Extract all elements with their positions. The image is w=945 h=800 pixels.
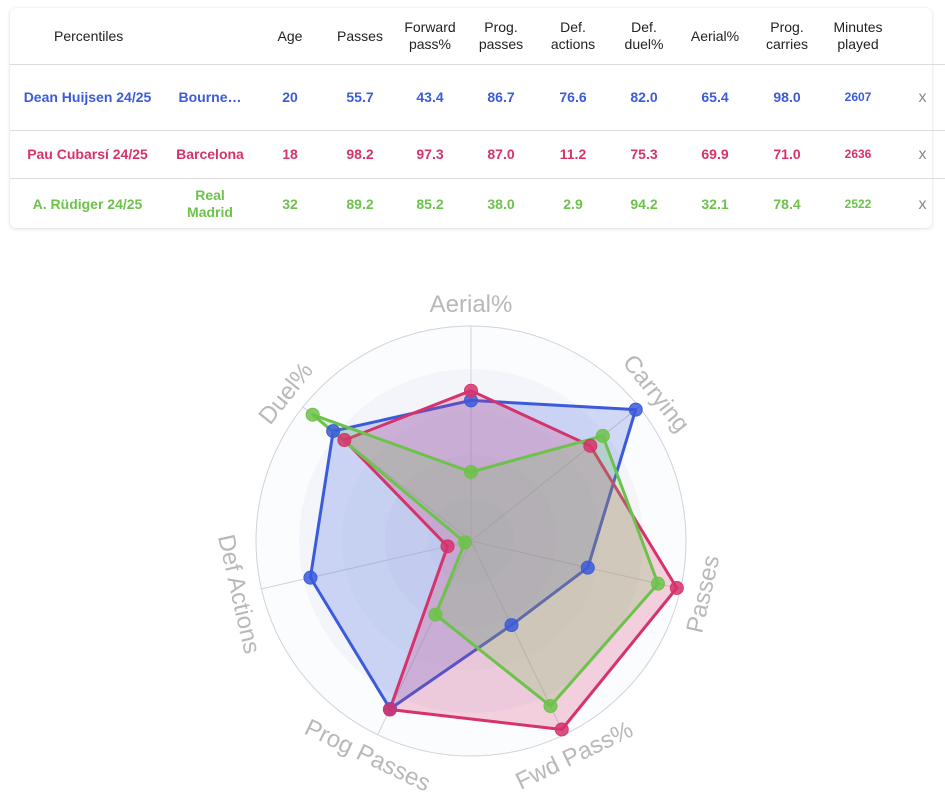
team-name[interactable]: Bourne…: [165, 64, 255, 131]
data-point-2-5: [457, 535, 472, 550]
data-point-2-6: [305, 407, 320, 422]
passes-value: 98.2: [325, 130, 395, 179]
header-aerial[interactable]: Aerial%: [690, 27, 740, 44]
age-value: 20: [255, 64, 325, 131]
data-point-0-1: [628, 402, 643, 417]
prog-passes-value: 86.7: [465, 64, 537, 131]
table-row: Pau Cubarsí 24/25 Barcelona 18 98.2 97.3 87.0…: [10, 130, 945, 179]
minutes-played-value: 2636: [823, 130, 893, 179]
age-value: 32: [255, 178, 325, 229]
header-def-duel[interactable]: Def. duel%: [624, 19, 664, 52]
data-point-1-2: [669, 580, 684, 595]
prog-passes-value: 87.0: [465, 130, 537, 179]
data-point-0-6: [326, 424, 341, 439]
header-def-actions[interactable]: Def. actions: [550, 19, 596, 52]
data-point-2-1: [595, 428, 610, 443]
prog-passes-value: 38.0: [465, 178, 537, 229]
header-percentiles: Percentiles: [54, 27, 124, 44]
def-duel-value: 82.0: [609, 64, 679, 131]
forward-pass-value: 85.2: [395, 178, 465, 229]
comparison-table-card: Percentiles Age Passes Forward pass% Prog…: [10, 8, 945, 229]
data-point-2-4: [428, 607, 443, 622]
age-value: 18: [255, 130, 325, 179]
prog-carries-value: 78.4: [751, 178, 823, 229]
series-area-1: [342, 389, 679, 731]
data-point-1-4: [382, 702, 397, 717]
axis-label: Passes: [681, 553, 725, 636]
player-name[interactable]: Dean Huijsen 24/25: [10, 64, 165, 131]
series-area-0: [308, 398, 638, 711]
header-prog-carries[interactable]: Prog. carries: [765, 19, 808, 52]
def-actions-value: 2.9: [537, 178, 609, 229]
def-actions-value: 76.6: [537, 64, 609, 131]
remove-player-button[interactable]: x: [893, 130, 945, 179]
data-point-1-0: [464, 383, 478, 398]
table-row: Dean Huijsen 24/25 Bourne… 20 55.7 43.4 86.7 7…: [10, 64, 945, 131]
header-team: [165, 8, 255, 65]
radar-spoke: [261, 540, 472, 590]
prog-carries-value: 98.0: [751, 64, 823, 131]
header-prog-passes[interactable]: Prog. passes: [478, 19, 524, 52]
forward-pass-value: 43.4: [395, 64, 465, 131]
def-duel-value: 75.3: [609, 130, 679, 179]
minutes-played-value: 2522: [823, 178, 893, 229]
def-duel-value: 94.2: [609, 178, 679, 229]
radar-spoke: [470, 540, 681, 590]
aerial-value: 32.1: [679, 178, 751, 229]
team-name[interactable]: Real Madrid: [165, 178, 255, 229]
data-point-2-3: [543, 699, 558, 714]
table-header-row: Percentiles Age Passes Forward pass% Prog…: [10, 8, 945, 65]
def-actions-value: 11.2: [537, 130, 609, 179]
prog-carries-value: 71.0: [751, 130, 823, 179]
team-name[interactable]: Barcelona: [165, 130, 255, 179]
passes-value: 89.2: [325, 178, 395, 229]
header-remove: [893, 8, 945, 65]
header-passes[interactable]: Passes: [337, 27, 383, 44]
data-point-1-3: [554, 722, 569, 737]
radar-spoke: [470, 406, 640, 542]
remove-player-button[interactable]: x: [893, 64, 945, 131]
data-point-1-5: [440, 539, 455, 554]
data-point-1-6: [337, 433, 352, 448]
table-row: A. Rüdiger 24/25 Real Madrid 32 89.2 85.2 38.0…: [10, 178, 945, 229]
axis-label: Aerial%: [430, 291, 513, 318]
minutes-played-value: 2607: [823, 64, 893, 131]
passes-value: 55.7: [325, 64, 395, 131]
data-point-0-3: [504, 618, 519, 633]
data-point-0-5: [303, 570, 318, 585]
forward-pass-value: 97.3: [395, 130, 465, 179]
header-minutes-played[interactable]: Minutes played: [833, 19, 883, 52]
player-name[interactable]: Pau Cubarsí 24/25: [10, 130, 165, 179]
header-age[interactable]: Age: [277, 27, 303, 44]
comparison-table: Percentiles Age Passes Forward pass% Prog…: [10, 8, 945, 229]
header-forward-pass[interactable]: Forward pass%: [404, 19, 456, 52]
data-point-2-2: [650, 576, 665, 591]
player-name[interactable]: A. Rüdiger 24/25: [10, 178, 165, 229]
aerial-value: 65.4: [679, 64, 751, 131]
data-point-0-2: [580, 560, 595, 575]
aerial-value: 69.9: [679, 130, 751, 179]
data-point-2-0: [464, 464, 478, 479]
remove-player-button[interactable]: x: [893, 178, 945, 229]
data-point-1-1: [583, 438, 598, 453]
